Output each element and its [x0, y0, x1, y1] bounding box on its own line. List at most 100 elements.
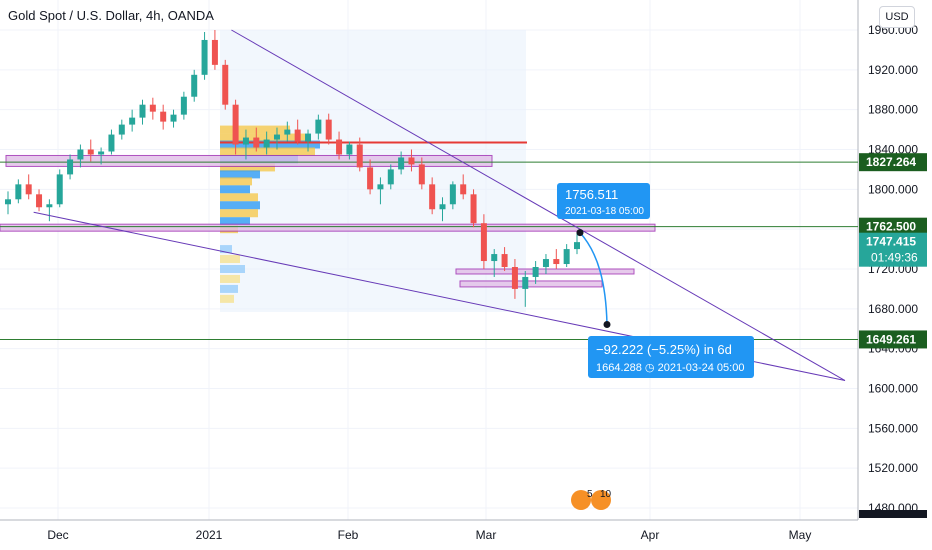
time-tick-label: Dec: [47, 528, 68, 542]
candle-body: [36, 194, 43, 208]
horizontal-levels: [0, 141, 858, 340]
price-axis: 1960.0001920.0001880.0001840.0001800.000…: [859, 23, 927, 518]
candle-body: [315, 119, 322, 134]
price-tick-label: 1800.000: [868, 182, 918, 196]
candle-body: [232, 104, 239, 145]
candle-body: [522, 276, 529, 289]
candle-body: [284, 129, 291, 135]
candle-body: [242, 137, 249, 145]
profile-bar: [220, 265, 245, 273]
candle-body: [460, 184, 467, 195]
candle-body: [491, 254, 498, 262]
candle-body: [191, 74, 198, 97]
price-tick-label: 1920.000: [868, 63, 918, 77]
price-tag-countdown: 01:49:36: [871, 251, 918, 265]
candle-body: [180, 96, 187, 115]
candle-body: [56, 174, 63, 205]
profile-bar: [220, 177, 252, 186]
profile-bar: [220, 284, 238, 293]
time-tick-label: Feb: [338, 528, 359, 542]
profile-bar: [220, 133, 305, 142]
profile-bar: [220, 209, 258, 218]
trendline: [231, 29, 846, 381]
candle-body: [170, 114, 177, 122]
currency-button[interactable]: USD: [879, 6, 915, 28]
projection-curve: [579, 232, 608, 325]
time-tick-label: Apr: [641, 528, 660, 542]
profile-bar: [220, 147, 315, 156]
candle-body: [139, 104, 146, 118]
candle-body: [67, 159, 74, 175]
candle-body: [5, 199, 11, 205]
candlestick-series: [5, 30, 580, 307]
candle-body: [532, 267, 539, 277]
candle-body: [160, 111, 167, 122]
candle-body: [408, 157, 415, 165]
earnings-count: 10: [600, 489, 612, 500]
projection-callout-box: [588, 336, 754, 378]
candle-body: [211, 39, 218, 65]
candle-body: [305, 133, 312, 142]
profile-bar: [220, 274, 240, 283]
candle-body: [480, 223, 487, 262]
price-tag: [859, 232, 927, 267]
candle-body: [418, 164, 425, 185]
volume-profile: [220, 30, 526, 312]
candle-body: [449, 184, 456, 205]
candle-body: [87, 149, 94, 155]
price-callout-time: 2021-03-18 05:00: [565, 206, 644, 217]
earnings-badge: [591, 490, 611, 510]
price-tag: [859, 153, 927, 172]
price-tick-label: 1840.000: [868, 143, 918, 157]
candle-body: [367, 167, 374, 190]
candle-body: [563, 249, 570, 265]
projection-callout-target: 1664.288 ◷ 2021-03-24 05:00: [596, 362, 744, 374]
candle-body: [325, 119, 332, 140]
profile-bar: [220, 255, 240, 264]
candle-body: [25, 184, 32, 195]
candle-body: [15, 184, 22, 200]
candle-body: [294, 129, 301, 142]
candle-body: [501, 254, 508, 268]
earnings-count: 5: [587, 489, 593, 500]
candle-body: [429, 184, 436, 210]
candle-body: [253, 137, 260, 148]
price-tag-bottom: [859, 510, 927, 518]
chart-title: Gold Spot / U.S. Dollar, 4h, OANDA: [8, 8, 214, 23]
candle-body: [553, 259, 560, 265]
price-tick-label: 1680.000: [868, 302, 918, 316]
candle-body: [98, 151, 105, 155]
price-tick-label: 1560.000: [868, 421, 918, 435]
candle-body: [398, 157, 405, 170]
time-axis: Dec 2021 Feb Mar Apr May: [47, 528, 811, 542]
candle-body: [387, 169, 394, 185]
price-tag-label: 1649.261: [866, 332, 916, 346]
price-tick-label: 1520.000: [868, 461, 918, 475]
profile-bar: [220, 125, 290, 134]
candle-body: [439, 204, 446, 210]
price-tick-label: 1880.000: [868, 103, 918, 117]
earnings-badge: [571, 490, 591, 510]
candle-body: [377, 184, 384, 190]
candle-body: [118, 124, 125, 135]
candle-body: [77, 149, 84, 160]
candle-body: [574, 242, 580, 250]
price-tag-label: 1747.415: [866, 235, 916, 249]
profile-bar: [220, 185, 250, 194]
time-tick-label: 2021: [196, 528, 223, 542]
price-callout-box: [557, 183, 650, 219]
time-tick-label: May: [789, 528, 812, 542]
profile-bar: [220, 170, 260, 179]
candle-body: [263, 139, 270, 148]
candle-body: [273, 134, 280, 140]
projection-start-point: [576, 229, 584, 237]
projection-annotation: 1756.511 2021-03-18 05:00 −92.222 (−5.25%)…: [557, 183, 754, 510]
candle-body: [222, 64, 229, 105]
profile-bar: [220, 217, 250, 226]
price-tag-label: 1762.500: [866, 220, 916, 234]
sr-zone: [459, 280, 603, 288]
profile-bar: [220, 245, 232, 254]
projection-end-point: [603, 320, 611, 328]
sr-zone: [0, 223, 656, 232]
